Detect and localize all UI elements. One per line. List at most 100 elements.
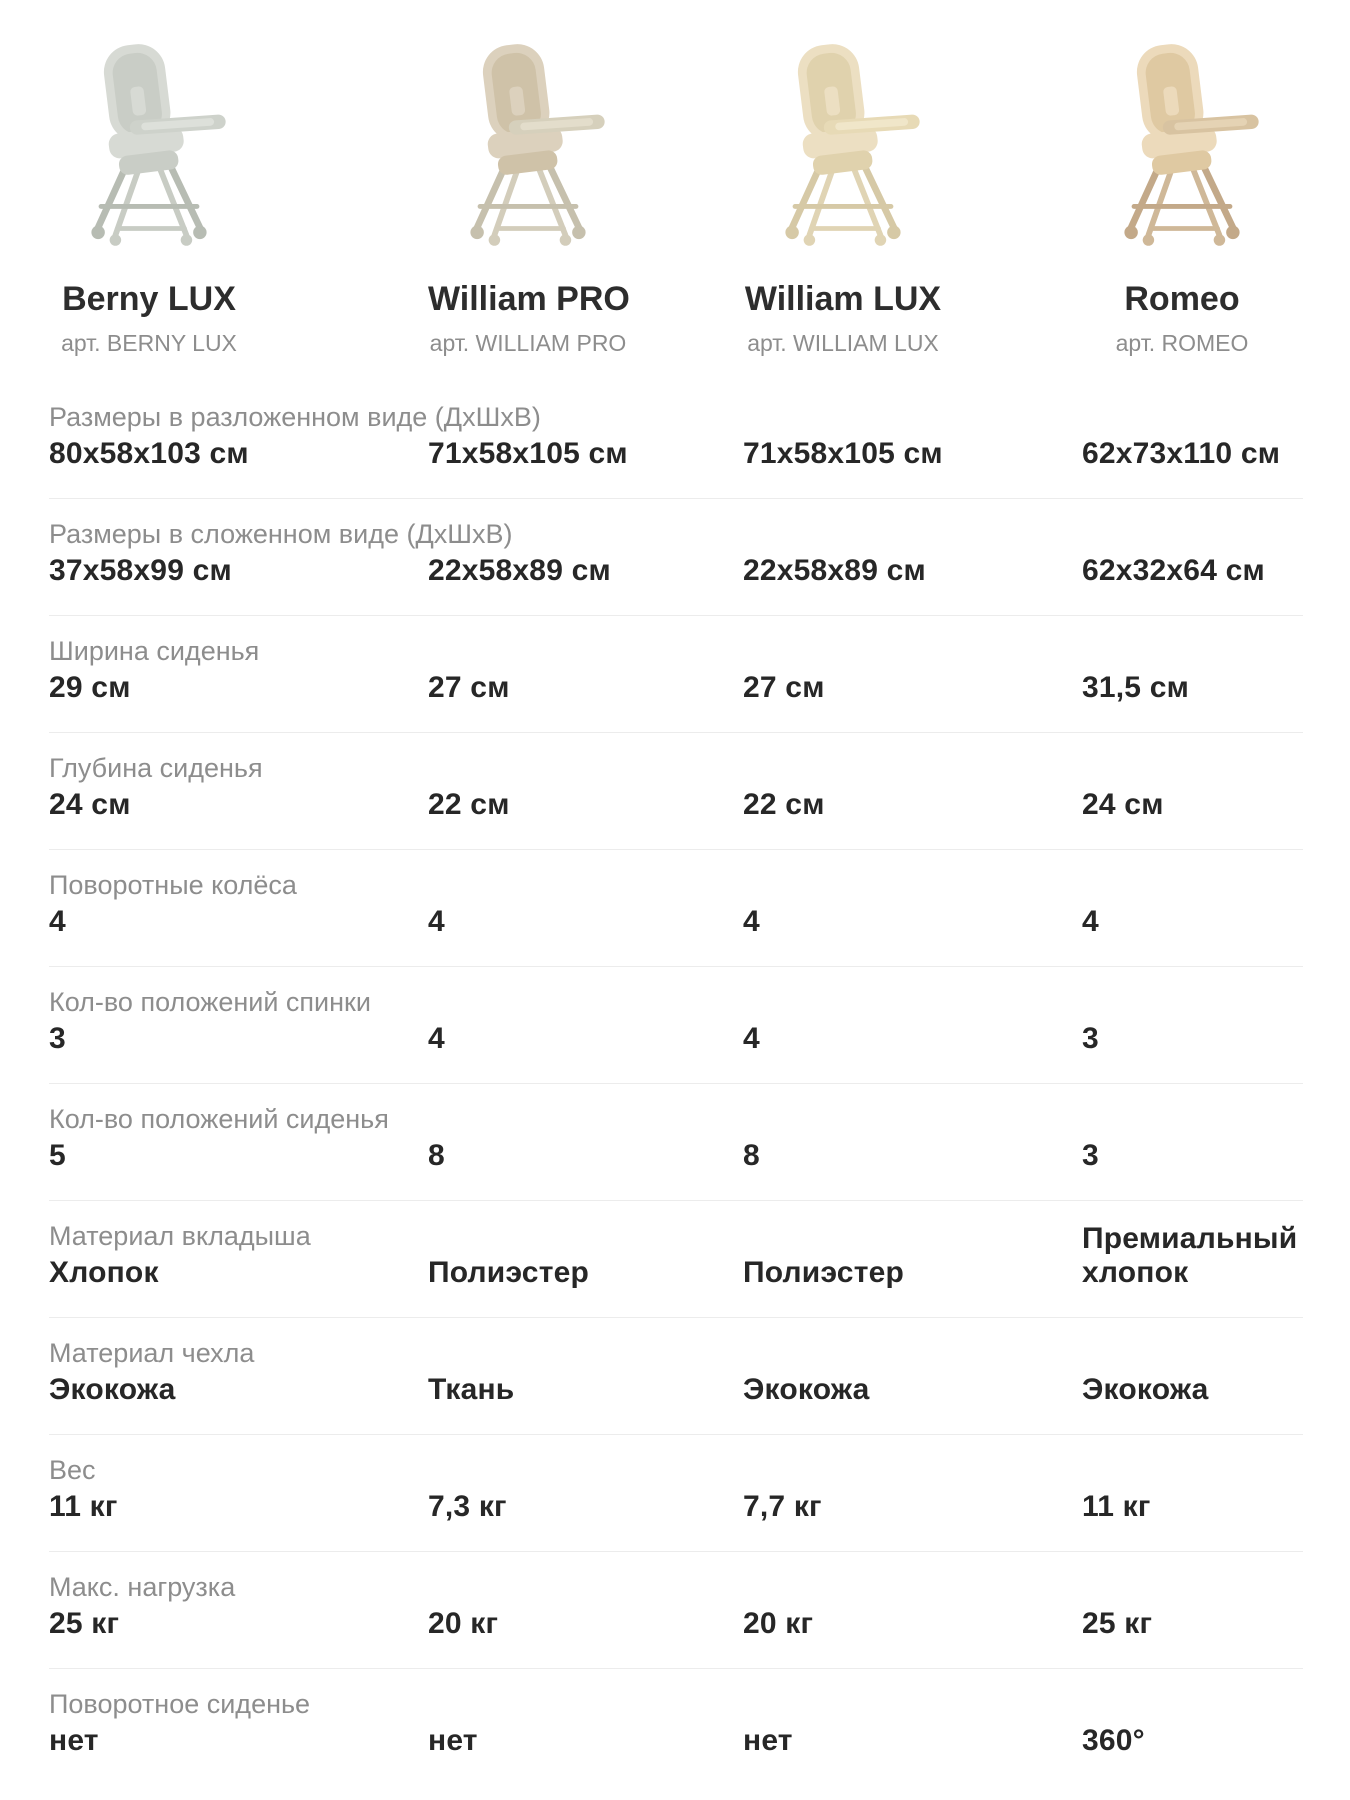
- spec-value: Полиэстер: [428, 1256, 589, 1289]
- product-card[interactable]: Romeo арт. ROMEO: [1082, 12, 1282, 355]
- spec-cell: Размеры в сложенном виде (ДхШхВ) 37х58х99…: [49, 519, 513, 588]
- spec-value: 360°: [1082, 1724, 1145, 1757]
- spec-cell: Материал вкладыша Хлопок: [49, 1221, 428, 1290]
- spec-value: 24 см: [49, 788, 131, 821]
- william-lux-highchair-icon: [785, 44, 920, 246]
- spec-cell: Ткань: [428, 1338, 743, 1407]
- spec-cell: Макс. нагрузка 25 кг: [49, 1572, 428, 1641]
- spec-cell: 71х58х105 см: [428, 402, 743, 471]
- product-image[interactable]: [428, 12, 628, 264]
- spec-cell: 11 кг: [1082, 1455, 1303, 1524]
- product-image[interactable]: [1082, 12, 1282, 264]
- spec-value: 71х58х105 см: [428, 437, 628, 470]
- spec-cell: 4: [743, 987, 1082, 1056]
- spec-value: 71х58х105 см: [743, 437, 943, 470]
- spec-cell: 62х73х110 см: [1082, 402, 1303, 471]
- table-row: Поворотное сиденье нет нет нет 360°: [49, 1669, 1303, 1785]
- spec-cell: 22х58х89 см: [743, 519, 1082, 588]
- spec-cell: 20 кг: [743, 1572, 1082, 1641]
- spec-cell: Полиэстер: [743, 1221, 1082, 1290]
- spec-label: Поворотное сиденье: [49, 1689, 311, 1719]
- spec-value: 4: [428, 905, 445, 938]
- spec-cell: 20 кг: [428, 1572, 743, 1641]
- product-card[interactable]: Berny LUX арт. BERNY LUX: [49, 12, 249, 355]
- spec-value: 31,5 см: [1082, 671, 1190, 704]
- spec-value: 27 см: [428, 671, 510, 704]
- product-image[interactable]: [743, 12, 943, 264]
- spec-value: 20 кг: [743, 1607, 814, 1640]
- spec-cell: Кол-во положений спинки 3: [49, 987, 428, 1056]
- spec-cell: Экокожа: [743, 1338, 1082, 1407]
- spec-value: 8: [428, 1139, 445, 1172]
- romeo-highchair-icon: [1124, 44, 1259, 246]
- spec-value: Полиэстер: [743, 1256, 904, 1289]
- spec-label: Ширина сиденья: [49, 636, 260, 666]
- spec-value: Ткань: [428, 1373, 515, 1406]
- spec-cell: Поворотное сиденье нет: [49, 1689, 428, 1758]
- spec-value: нет: [743, 1724, 793, 1757]
- table-row: Кол-во положений сиденья 5 8 8 3: [49, 1084, 1303, 1201]
- product-name[interactable]: William LUX: [744, 280, 942, 318]
- spec-cell: Материал чехла Экокожа: [49, 1338, 428, 1407]
- table-row: Макс. нагрузка 25 кг 20 кг 20 кг 25 кг: [49, 1552, 1303, 1669]
- table-row: Поворотные колёса 4 4 4 4: [49, 850, 1303, 967]
- product-article: арт. WILLIAM PRO: [429, 330, 627, 356]
- berny-lux-highchair-icon: [91, 44, 226, 246]
- spec-value: 5: [49, 1139, 66, 1172]
- table-row: Размеры в разложенном виде (ДхШхВ) 80х58х…: [49, 382, 1303, 499]
- spec-label: Размеры в разложенном виде (ДхШхВ): [49, 402, 541, 432]
- spec-value: Экокожа: [1082, 1373, 1209, 1406]
- spec-cell: 4: [1082, 870, 1303, 939]
- spec-value: 3: [1082, 1139, 1099, 1172]
- spec-value: 8: [743, 1139, 760, 1172]
- product-name[interactable]: Romeo: [1124, 280, 1240, 318]
- spec-cell: 31,5 см: [1082, 636, 1303, 705]
- spec-value: 11 кг: [49, 1490, 118, 1523]
- william-pro-highchair-icon: [470, 44, 605, 246]
- spec-value: 24 см: [1082, 788, 1164, 821]
- spec-cell: Поворотные колёса 4: [49, 870, 428, 939]
- spec-value: Хлопок: [49, 1256, 159, 1289]
- spec-cell: нет: [743, 1689, 1082, 1758]
- spec-cell: Экокожа: [1082, 1338, 1303, 1407]
- product-name[interactable]: William PRO: [428, 280, 630, 318]
- spec-value: 22х58х89 см: [428, 554, 611, 587]
- spec-value: 62х32х64 см: [1082, 554, 1265, 587]
- spec-cell: 8: [428, 1104, 743, 1173]
- product-card[interactable]: William PRO арт. WILLIAM PRO: [428, 12, 630, 356]
- table-row: Материал вкладыша Хлопок Полиэстер Полиэсте…: [49, 1201, 1303, 1318]
- spec-cell: 27 см: [743, 636, 1082, 705]
- spec-cell: 8: [743, 1104, 1082, 1173]
- product-article: арт. BERNY LUX: [61, 330, 237, 356]
- spec-label: Кол-во положений сиденья: [49, 1104, 389, 1134]
- product-name[interactable]: Berny LUX: [62, 280, 236, 318]
- spec-cell: 7,3 кг: [428, 1455, 743, 1524]
- product-image[interactable]: [49, 12, 249, 264]
- spec-value: 3: [1082, 1022, 1099, 1055]
- product-card[interactable]: William LUX арт. WILLIAM LUX: [743, 12, 943, 355]
- spec-cell: 22 см: [743, 753, 1082, 822]
- spec-value: 27 см: [743, 671, 825, 704]
- spec-value: 4: [743, 905, 760, 938]
- spec-value: 4: [1082, 905, 1099, 938]
- spec-value: 62х73х110 см: [1082, 437, 1281, 470]
- spec-label: Вес: [49, 1455, 96, 1485]
- spec-value: 80х58х103 см: [49, 437, 249, 470]
- spec-label: Материал вкладыша: [49, 1221, 311, 1251]
- spec-label: Кол-во положений спинки: [49, 987, 371, 1017]
- spec-cell: 3: [1082, 987, 1303, 1056]
- table-row: Размеры в сложенном виде (ДхШхВ) 37х58х99…: [49, 499, 1303, 616]
- products-header: Berny LUX арт. BERNY LUX: [49, 12, 1303, 355]
- spec-value: 22 см: [743, 788, 825, 821]
- spec-value: 3: [49, 1022, 66, 1055]
- spec-label: Макс. нагрузка: [49, 1572, 236, 1602]
- spec-label: Материал чехла: [49, 1338, 255, 1368]
- spec-cell: 62х32х64 см: [1082, 519, 1303, 588]
- spec-label: Размеры в сложенном виде (ДхШхВ): [49, 519, 513, 549]
- spec-cell: 71х58х105 см: [743, 402, 1082, 471]
- product-article: арт. WILLIAM LUX: [747, 330, 939, 356]
- spec-cell: Ширина сиденья 29 см: [49, 636, 428, 705]
- spec-cell: 4: [743, 870, 1082, 939]
- spec-value: 7,7 кг: [743, 1490, 822, 1523]
